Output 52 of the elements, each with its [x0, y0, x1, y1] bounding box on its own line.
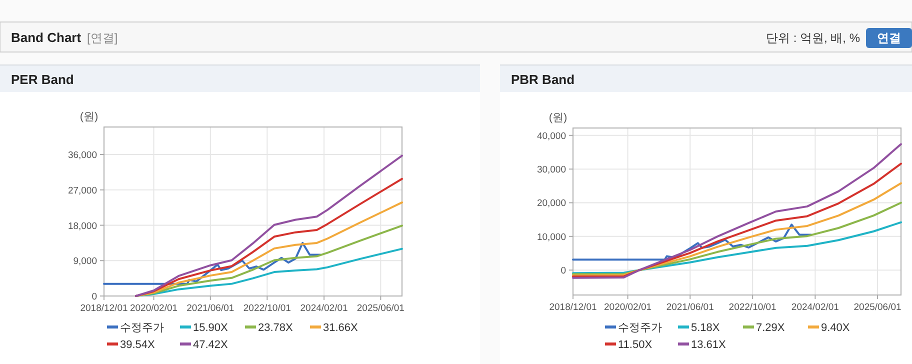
text: Band Chart [11, 30, 82, 45]
y-tick-label: 36,000 [68, 150, 97, 162]
legend-label: 23.78X [258, 322, 294, 334]
line-series [134, 154, 403, 297]
legend-label: 11.50X [618, 339, 653, 351]
y-tick-label: 0 [92, 292, 97, 302]
x-tick-label: 2021/06/01 [186, 303, 234, 314]
x-tick-label: 2021/06/01 [666, 302, 714, 313]
y-tick-label: 10,000 [536, 232, 566, 243]
text: 단위 : 억원, 배, % [766, 31, 860, 45]
line-series [572, 202, 902, 276]
text: 연결 [877, 31, 901, 45]
y-tick-label: 40,000 [536, 130, 566, 142]
x-tick-label: 2024/02/01 [300, 303, 348, 314]
y-tick-label: 20,000 [536, 198, 566, 210]
legend-label: 수정주가 [618, 322, 662, 334]
y-axis-title: (원) [548, 112, 568, 124]
x-tick-label: 2025/06/01 [854, 302, 902, 313]
y-axis-title: (원) [80, 111, 98, 123]
y-tick-label: 0 [560, 266, 566, 277]
y-tick-label: 30,000 [536, 164, 566, 176]
legend-label: 5.18X [691, 322, 720, 334]
y-tick-label: 18,000 [68, 220, 97, 232]
legend-label: 39.54X [120, 339, 156, 351]
chart-title: PBR Band [511, 72, 575, 87]
legend-label: 15.90X [193, 322, 229, 334]
x-tick-label: 2022/10/01 [728, 302, 776, 313]
text: [연결] [87, 31, 118, 45]
legend-label: 수정주가 [120, 322, 164, 334]
x-tick-label: 2022/10/01 [243, 303, 291, 314]
line-series [572, 224, 812, 261]
x-tick-label: 2018/12/01 [549, 302, 597, 313]
x-tick-label: 2024/02/01 [791, 302, 839, 313]
legend-label: 31.66X [323, 322, 359, 334]
line-series [103, 242, 322, 285]
y-tick-label: 27,000 [68, 185, 97, 196]
x-tick-label: 2018/12/01 [80, 303, 128, 314]
line-series [572, 221, 902, 274]
y-tick-label: 9,000 [73, 256, 97, 268]
line-series [134, 201, 403, 297]
legend-label: 47.42X [193, 339, 229, 351]
line-series [572, 143, 902, 279]
line-series [572, 162, 902, 278]
x-tick-label: 2020/02/01 [130, 303, 178, 314]
legend-label: 7.29X [756, 322, 786, 334]
legend-label: 9.40X [821, 322, 850, 334]
line-series [572, 182, 902, 276]
line-series [134, 248, 403, 297]
chart-title: PER Band [11, 72, 74, 87]
x-tick-label: 2025/06/01 [356, 303, 404, 314]
x-tick-label: 2020/02/01 [604, 302, 652, 313]
legend-label: 13.61X [691, 339, 727, 351]
